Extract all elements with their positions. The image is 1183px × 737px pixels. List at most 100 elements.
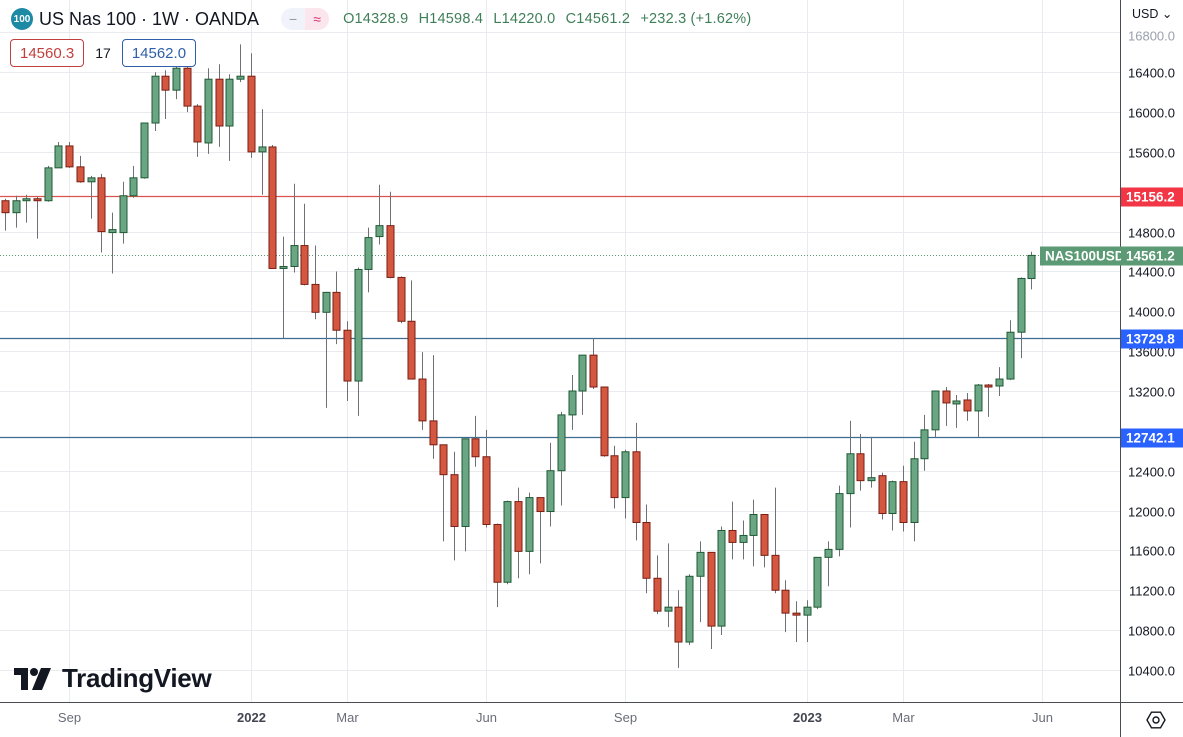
candle[interactable] (418, 352, 427, 430)
candle[interactable] (44, 165, 53, 202)
candle[interactable] (311, 245, 320, 320)
candle[interactable] (696, 541, 705, 623)
symbol-title[interactable]: US Nas 100 · 1W · OANDA (39, 8, 260, 29)
candle[interactable] (803, 600, 812, 643)
candle[interactable] (407, 280, 416, 380)
candle[interactable] (375, 184, 384, 245)
candle[interactable] (942, 387, 951, 426)
buy-button[interactable]: 14562.0 (121, 39, 197, 67)
sell-button[interactable]: 14560.3 (10, 39, 85, 67)
candle[interactable] (54, 141, 63, 169)
candle[interactable] (536, 497, 545, 564)
candle[interactable] (920, 414, 929, 471)
candle[interactable] (1027, 251, 1036, 290)
candle[interactable] (899, 465, 908, 532)
visibility-toggle[interactable]: − ≈ (281, 8, 330, 30)
candle[interactable] (824, 541, 833, 587)
candle[interactable] (119, 181, 128, 244)
candle[interactable] (22, 194, 31, 223)
candle[interactable] (1017, 277, 1026, 359)
candle[interactable] (600, 386, 609, 457)
minus-icon[interactable]: − (288, 11, 298, 27)
candle[interactable] (364, 227, 373, 293)
candle[interactable] (332, 271, 341, 345)
candle[interactable] (621, 449, 630, 519)
candle[interactable] (546, 442, 555, 527)
candle[interactable] (707, 551, 716, 650)
candle[interactable] (76, 155, 85, 183)
currency-selector[interactable]: USD ⌄ (1132, 7, 1173, 21)
candle[interactable] (247, 53, 256, 158)
candle[interactable] (760, 514, 769, 568)
candle[interactable] (1006, 320, 1015, 381)
candle[interactable] (525, 492, 534, 575)
candle[interactable] (867, 436, 876, 488)
candle[interactable] (674, 590, 683, 668)
candle[interactable] (183, 62, 192, 113)
candle[interactable] (781, 580, 790, 633)
candle[interactable] (493, 523, 502, 608)
candle[interactable] (279, 236, 288, 339)
candle[interactable] (386, 191, 395, 279)
candle[interactable] (632, 422, 641, 541)
candle[interactable] (429, 355, 438, 459)
candle[interactable] (225, 74, 234, 161)
candle[interactable] (685, 574, 694, 646)
candle[interactable] (461, 438, 470, 552)
candle[interactable] (215, 64, 224, 147)
settings-icon[interactable] (1146, 711, 1166, 729)
candle[interactable] (728, 501, 737, 560)
candle[interactable] (931, 390, 940, 438)
candle[interactable] (878, 472, 887, 520)
candle[interactable] (1, 198, 10, 231)
candle[interactable] (642, 504, 651, 594)
candle[interactable] (653, 555, 662, 615)
candle[interactable] (108, 212, 117, 274)
candle[interactable] (749, 499, 758, 567)
candle[interactable] (97, 173, 106, 253)
candle[interactable] (290, 183, 299, 273)
candle[interactable] (856, 433, 865, 491)
candle[interactable] (578, 354, 587, 415)
candle[interactable] (557, 411, 566, 506)
candle[interactable] (140, 122, 149, 179)
candle[interactable] (439, 444, 448, 542)
candle[interactable] (482, 429, 491, 528)
candle[interactable] (397, 276, 406, 324)
candle[interactable] (161, 70, 170, 120)
candle[interactable] (151, 72, 160, 131)
candle[interactable] (300, 203, 309, 286)
candle[interactable] (771, 487, 780, 594)
wave-icon[interactable]: ≈ (305, 8, 330, 30)
candle[interactable] (471, 415, 480, 467)
candle[interactable] (984, 384, 993, 417)
candle[interactable] (963, 392, 972, 421)
candle[interactable] (589, 338, 598, 390)
candle[interactable] (664, 543, 673, 628)
candle[interactable] (835, 485, 844, 557)
candle[interactable] (65, 141, 74, 168)
candle[interactable] (717, 526, 726, 636)
candle[interactable] (354, 267, 363, 416)
candle[interactable] (910, 441, 919, 542)
candle[interactable] (952, 394, 961, 428)
candle[interactable] (888, 480, 897, 531)
candle[interactable] (974, 384, 983, 437)
candle[interactable] (739, 520, 748, 560)
candle[interactable] (193, 104, 202, 157)
candle[interactable] (792, 601, 801, 643)
candle[interactable] (87, 175, 96, 219)
candle[interactable] (322, 291, 331, 408)
candle[interactable] (846, 420, 855, 528)
candle[interactable] (610, 445, 619, 509)
candle[interactable] (258, 109, 267, 195)
candle[interactable] (12, 195, 21, 228)
candle[interactable] (204, 68, 213, 154)
candle[interactable] (514, 487, 523, 579)
candle[interactable] (33, 196, 42, 239)
candle[interactable] (568, 375, 577, 430)
candle[interactable] (236, 44, 245, 83)
candle[interactable] (268, 144, 277, 269)
candle[interactable] (813, 556, 822, 610)
